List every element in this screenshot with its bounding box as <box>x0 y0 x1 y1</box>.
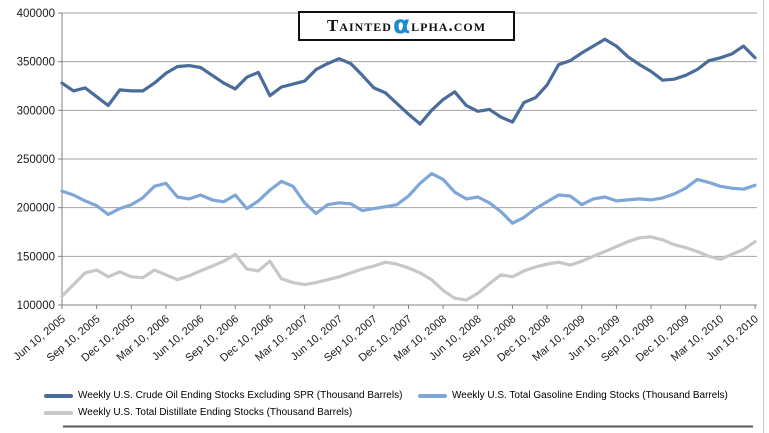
site-logo: Tainted α lpha.com <box>298 11 515 41</box>
y-axis-label: 150000 <box>17 251 55 263</box>
logo-alpha-glyph: α <box>392 10 412 39</box>
y-axis-label: 350000 <box>17 57 55 69</box>
logo-text-prefix: Tainted <box>326 16 392 35</box>
y-axis-label: 200000 <box>17 203 55 215</box>
legend-label-gasoline: Weekly U.S. Total Gasoline Ending Stocks… <box>452 390 728 401</box>
y-axis-label: 400000 <box>17 8 55 20</box>
legend-item-distillate: Weekly U.S. Total Distillate Ending Stoc… <box>44 407 352 418</box>
legend-label-crude: Weekly U.S. Crude Oil Ending Stocks Excl… <box>78 390 403 401</box>
legend-item-gasoline: Weekly U.S. Total Gasoline Ending Stocks… <box>418 390 728 401</box>
series-line-distillate <box>60 235 757 302</box>
legend-label-distillate: Weekly U.S. Total Distillate Ending Stoc… <box>78 407 353 418</box>
y-axis-label: 250000 <box>17 154 55 166</box>
y-axis-label: 300000 <box>17 105 55 117</box>
series-line-crude <box>60 37 757 126</box>
series-line-gasoline <box>60 172 757 225</box>
y-axis-label: 100000 <box>17 300 55 312</box>
legend-item-crude: Weekly U.S. Crude Oil Ending Stocks Excl… <box>44 390 402 401</box>
distillate-series-swatch <box>44 410 73 415</box>
gasoline-series-swatch <box>418 393 447 398</box>
logo-text-suffix: lpha.com <box>411 16 487 35</box>
crude-series-swatch <box>44 393 73 398</box>
